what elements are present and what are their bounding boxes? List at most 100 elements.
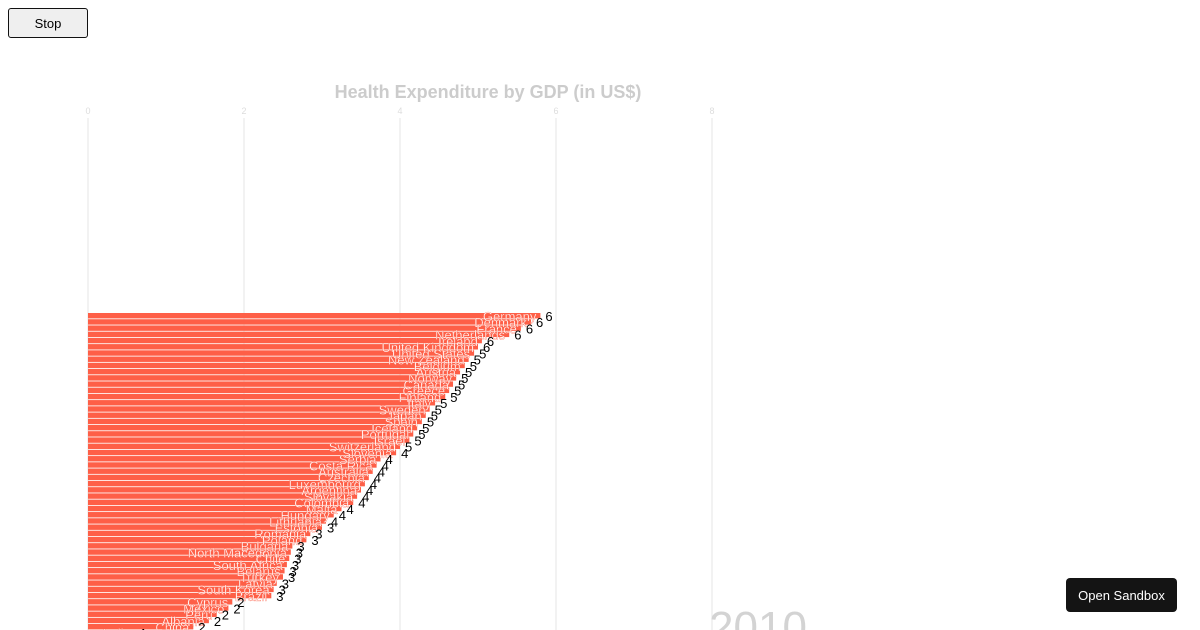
bar-country-label: Latvia [238, 576, 273, 591]
bar-country-label: Romania [254, 527, 307, 542]
bar-switzerland [88, 443, 400, 450]
stop-button[interactable]: Stop [8, 8, 88, 38]
bar-united-states [88, 350, 475, 356]
bar-united-kingdom [88, 344, 478, 350]
bar-country-label: Slovakia [304, 489, 354, 504]
bar-value-label: 3 [297, 539, 304, 554]
bar-japan [88, 412, 426, 418]
bar-belarus [88, 568, 285, 574]
bar-country-label: Argentina [301, 483, 357, 498]
bar-norway [88, 375, 457, 381]
bar-value-label: 3 [327, 520, 334, 535]
bar-country-label: South Africa [213, 558, 284, 573]
bar-australia [88, 468, 373, 474]
bar-country-label: Chile [256, 552, 286, 567]
bar-peru [88, 611, 217, 617]
chart-title: Health Expenditure by GDP (in US$) [335, 82, 642, 102]
bar-greece [88, 387, 450, 394]
bar-value-label: 5 [454, 384, 461, 399]
bar-germany [88, 313, 541, 319]
bar-czechia [88, 474, 369, 481]
x-tick-label: 6 [553, 106, 558, 116]
bar-canada [88, 381, 454, 387]
bar-value-label: 4 [382, 458, 389, 473]
bar-denmark [88, 319, 532, 325]
bar-finland [88, 393, 446, 400]
bar-value-label: 5 [470, 359, 477, 374]
bar-italy [88, 400, 436, 406]
bar-sweden [88, 406, 430, 412]
bar-country-label: Malta [306, 502, 339, 517]
bar-country-label: United Kingdom [382, 340, 475, 355]
bar-south-korea [88, 586, 274, 593]
bar-value-label: 6 [487, 334, 494, 349]
bar-value-label: 3 [282, 576, 289, 591]
bar-hungary [88, 512, 334, 518]
bar-value-label: 4 [378, 465, 385, 480]
bar-country-label: Denmark [474, 315, 527, 330]
bar-austria [88, 368, 461, 375]
bar-value-label: 4 [366, 483, 373, 498]
bar-country-label: Austria [416, 365, 457, 380]
bar-country-label: Hungary [281, 508, 331, 523]
x-tick-label: 0 [85, 106, 90, 116]
bar-new-zealand [88, 356, 469, 362]
bar-value-label: 4 [386, 452, 393, 467]
country-labels: GermanyDenmarkFranceNetherlandsIrelandUn… [102, 309, 537, 630]
bar-country-label: Mexico [183, 601, 224, 616]
bar-value-label: 4 [358, 496, 365, 511]
bar-value-label: 6 [545, 309, 552, 324]
bar-country-label: Finland [399, 390, 442, 405]
bar-value-label: 2 [198, 620, 205, 630]
open-sandbox-button[interactable]: Open Sandbox [1066, 578, 1177, 612]
bar-chile [88, 555, 290, 561]
bar-country-label: Switzerland [329, 440, 396, 455]
bar-value-label: 2 [222, 608, 229, 623]
bar-value-label: 3 [292, 558, 299, 573]
bar-country-label: Bulgaria [241, 539, 289, 554]
bar-country-label: Costa Rica [309, 458, 373, 473]
bar-country-label: Brazil [235, 589, 268, 604]
bar-luxembourg [88, 480, 365, 487]
bar-colombia [88, 499, 354, 505]
bar-cyprus [88, 599, 233, 605]
bar-value-label: 3 [315, 527, 322, 542]
bar-albania [88, 617, 209, 624]
bar-value-label: 5 [431, 409, 438, 424]
bar-portugal [88, 431, 414, 437]
bar-country-label: Luxembourg [289, 477, 361, 492]
bar-slovakia [88, 493, 358, 499]
bar-value-label: 2 [214, 614, 221, 629]
bar-value-label: 3 [290, 564, 297, 579]
bar-country-label: Lithuania [269, 514, 323, 529]
bar-value-label: 5 [440, 396, 447, 411]
bar-argentina [88, 487, 361, 493]
bar-value-label: 6 [483, 340, 490, 355]
bar-country-label: Estonia [275, 520, 319, 535]
bar-value-label: 3 [279, 583, 286, 598]
bar-country-label: Belarus [236, 564, 281, 579]
bar-value-label: 5 [479, 346, 486, 361]
bar-poland [88, 536, 307, 543]
bar-country-label: North Macedonia [188, 545, 288, 560]
bar-country-label: Ireland [438, 334, 478, 349]
bar-country-label: France [476, 321, 516, 336]
bar-country-label: Colombia [294, 496, 350, 511]
bar-country-label: Turkey [240, 570, 280, 585]
bar-value-label: 5 [458, 377, 465, 392]
bar-country-label: India [103, 626, 132, 630]
value-labels: 6666665555555555555555444444444444333333… [140, 309, 553, 630]
x-tick-label: 2 [241, 106, 246, 116]
bar-value-label: 5 [418, 427, 425, 442]
bar-country-label: Netherlands [435, 328, 506, 343]
bar-south-africa [88, 561, 287, 568]
bar-costa-rica [88, 462, 377, 468]
bar-country-label: Norway [408, 371, 453, 386]
bar-value-label: 6 [526, 321, 533, 336]
bar-malta [88, 505, 342, 512]
bar-country-label: Iceland [371, 421, 413, 436]
bar-country-label: Israel [374, 433, 406, 448]
bar-romania [88, 530, 311, 537]
bar-value-label: 2 [237, 595, 244, 610]
